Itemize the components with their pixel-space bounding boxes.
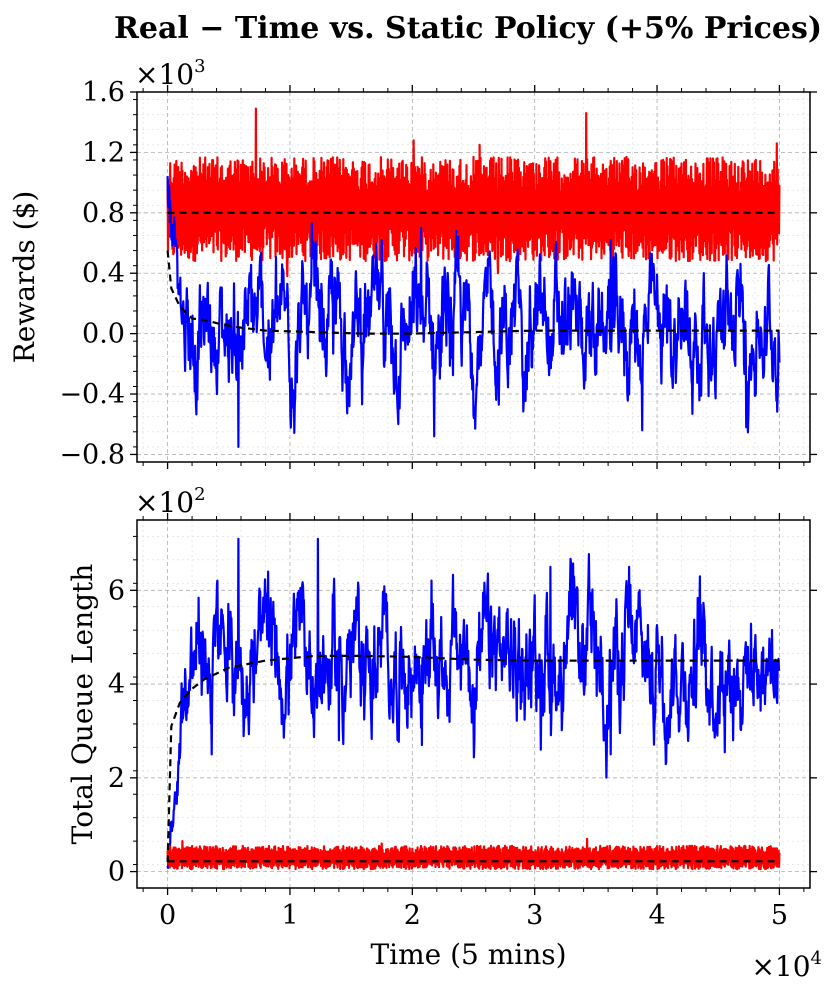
rewards-ytick-label: 1.2 [82,137,125,168]
rewards-ylabel: Rewards ($) [8,191,41,364]
queue-ytick-label: 6 [108,575,125,606]
rewards-plot-area [166,107,781,448]
queue-x-multiplier: ×104 [751,948,822,983]
rewards-ytick-label: 0.8 [82,198,125,229]
rewards-series-red [166,107,781,278]
queue-ylabel: Total Queue Length [66,564,99,845]
rewards-y-multiplier: ×103 [135,56,206,91]
queue-ytick-label: 2 [108,763,125,794]
queue-xlabel: Time (5 mins) [370,938,566,971]
queue-y-multiplier-exp: 2 [194,484,205,505]
rewards-ytick-label: 0.4 [82,258,125,289]
rewards-axes-frame [136,91,811,463]
queue-xtick-label: 0 [159,900,176,931]
queue-xtick-label: 5 [771,900,788,931]
queue-axes-frame [136,519,811,889]
queue-ticks: 0 1 2 3 4 5 0 2 4 6 [108,513,817,931]
queue-length-panel: 0 1 2 3 4 5 0 2 4 6 Total Queue Length ×102 Time (5 … [66,484,822,983]
rewards-mean-line [166,250,780,335]
rewards-ytick-label: −0.8 [59,439,125,470]
queue-xtick-label: 4 [648,900,665,931]
queue-y-multiplier: ×102 [135,484,206,519]
queue-ytick-label: 0 [108,857,125,888]
rewards-panel: −0.8 −0.4 0.0 0.4 0.8 1.2 1.6 Rewards ($) ×103 [8,56,817,470]
figure-title: Real − Time vs. Static Policy (+5% Price… [114,11,822,46]
queue-mean-line [166,654,780,863]
rewards-ytick-label: 0.0 [82,319,125,350]
queue-xtick-label: 2 [404,900,421,931]
rewards-ytick-label: −0.4 [59,379,125,410]
rewards-y-multiplier-exp: 3 [194,56,205,77]
rewards-ytick-label: 1.6 [82,77,125,108]
queue-xtick-label: 1 [281,900,298,931]
queue-x-multiplier-exp: 4 [811,948,822,969]
queue-series-blue [166,537,781,869]
queue-plot-area [166,537,781,871]
queue-ytick-label: 4 [108,669,125,700]
rewards-series-blue [166,176,781,448]
queue-xtick-label: 3 [526,900,543,931]
rewards-ticks: −0.8 −0.4 0.0 0.4 0.8 1.2 1.6 [59,77,817,470]
